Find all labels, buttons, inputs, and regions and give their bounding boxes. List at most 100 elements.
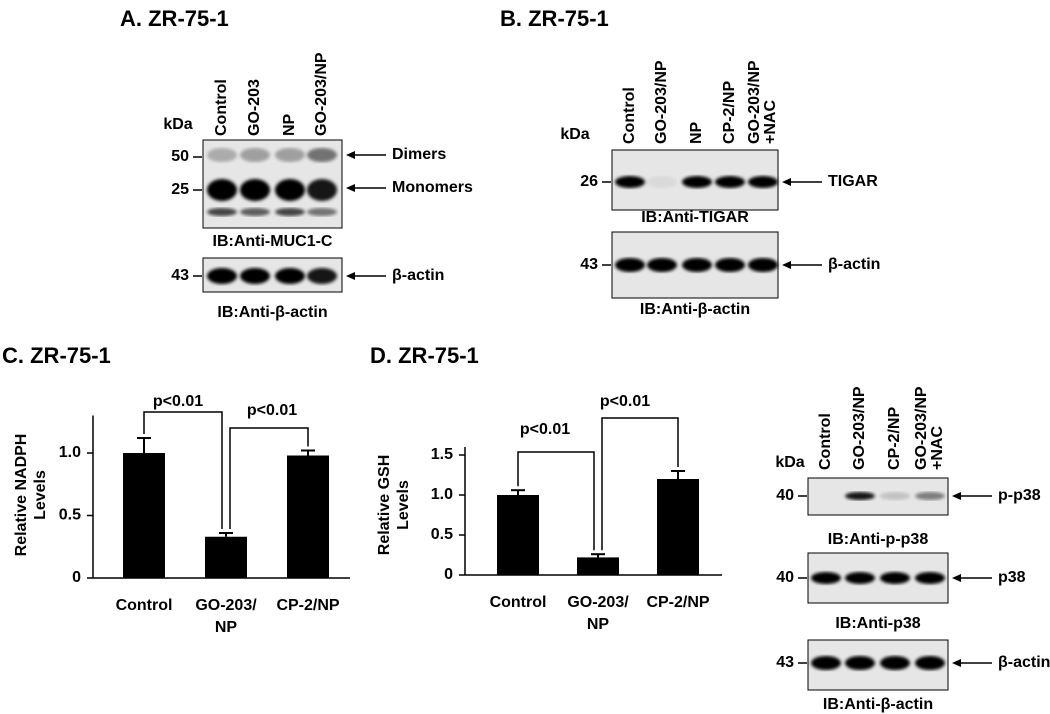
lane-label: NP [281,113,298,136]
bar [577,557,619,575]
mw-marker: 40 [776,569,794,586]
annotation: p<0.01 [520,421,570,438]
blot-band [307,268,337,284]
kda-label: kDa [163,116,192,133]
blot-band [682,176,712,188]
kda-label: kDa [775,454,804,471]
significance-bracket [517,451,595,551]
target-label: β-actin [998,654,1050,671]
target-label: p-p38 [998,487,1041,504]
blot-caption: IB:Anti-p-p38 [828,531,929,548]
blot-band [715,258,745,272]
blot-band [915,656,945,670]
lane-label: GO-203/NP [653,60,670,144]
arrow-head [346,184,355,192]
arrow-head [782,178,791,186]
y-tick-label: 1.5 [431,446,453,463]
mw-marker: 40 [776,487,794,504]
blot-band [748,258,778,272]
mw-marker: 43 [171,267,189,284]
y-tick-label: 0.5 [59,507,81,524]
blot-band [647,258,677,272]
y-axis-label: Relative GSH Levels [376,455,412,555]
mw-marker: 25 [171,181,189,198]
blot-band [811,656,841,670]
blot-band [811,572,841,584]
blot-caption: IB:Anti-TIGAR [641,209,749,226]
lane-label: Control [817,413,834,470]
lane-label: CP-2/NP [886,407,903,470]
y-tick-label: 0 [72,569,81,586]
annotation: p<0.01 [153,393,203,410]
mw-marker: 43 [776,654,794,671]
y-tick-label: 0.5 [431,526,453,543]
target-label: Dimers [392,146,446,163]
blot-band [275,148,305,162]
y-axis-label: Relative NADPH Levels [13,434,49,557]
x-tick-label: Control [490,594,547,611]
blot-band [880,572,910,584]
y-tick-label: 1.0 [431,486,453,503]
blot-band [240,268,270,284]
significance-bracket [143,411,223,529]
panel-title: D. ZR-75-1 [370,343,479,368]
x-tick-label: CP-2/NP [276,597,339,614]
blot-band [240,148,270,162]
annotation: p<0.01 [247,402,297,419]
bar [205,536,247,578]
arrow-head [782,261,791,269]
arrow-head [952,659,961,667]
blot-band [207,208,237,216]
blot-band [748,176,778,188]
mw-marker: 50 [171,148,189,165]
lane-label: GO-203/NP [851,386,868,470]
target-label: p38 [998,569,1026,586]
lane-label: GO-203/NP [313,52,330,136]
blot-caption: IB:Anti-β-actin [217,304,327,321]
lane-label: CP-2/NP [721,81,738,144]
y-tick-label: 1.0 [59,444,81,461]
panel-title: C. ZR-75-1 [2,343,111,368]
blot-band [275,208,305,216]
annotation: p<0.01 [600,393,650,410]
bar [657,479,699,575]
x-tick-label: GO-203/NP [195,597,257,636]
bar [287,455,329,578]
lane-label: NP [688,121,705,144]
blot-caption: IB:Anti-β-actin [640,301,750,318]
bar [497,495,539,575]
blot-band [615,176,645,188]
significance-bracket [229,427,309,529]
blot-band [207,179,237,201]
x-tick-label: CP-2/NP [646,594,709,611]
significance-bracket [601,417,679,551]
lane-label: Control [213,79,230,136]
lane-label: GO-203/NP+NAC [913,386,946,470]
x-tick-label: GO-203/NP [567,594,629,633]
arrow-head [952,492,961,500]
kda-label: kDa [560,126,589,143]
blot-caption: IB:Anti-p38 [835,615,920,632]
blot-band [647,176,677,188]
blot-band [682,258,712,272]
blot-band [915,572,945,584]
arrow-head [346,151,355,159]
blot-band [307,208,337,216]
arrow-head [952,574,961,582]
x-tick-label: Control [116,597,173,614]
blot-band [615,258,645,272]
blot-band [915,492,945,500]
target-label: TIGAR [828,173,878,190]
blot-band [207,268,237,284]
blot-band [275,268,305,284]
bar [123,453,165,578]
mw-marker: 26 [580,173,598,190]
blot-band [307,148,337,162]
target-label: Monomers [392,179,473,196]
blot-band [275,179,305,201]
blot-band [240,208,270,216]
target-label: β-actin [828,256,880,273]
y-tick-label: 0 [444,566,453,583]
blot-band [240,179,270,201]
